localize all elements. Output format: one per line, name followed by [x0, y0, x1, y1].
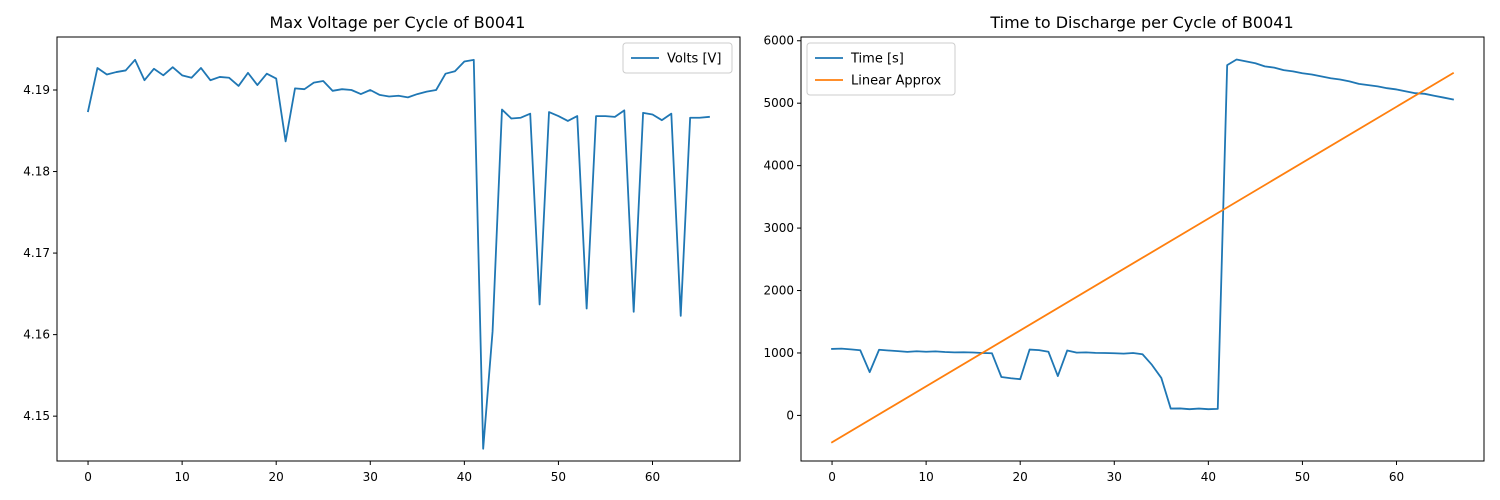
series-line-0 — [86, 58, 710, 450]
y-tick-label: 0 — [786, 408, 794, 422]
x-tick-label: 20 — [269, 470, 284, 484]
discharge-time-chart: Time to Discharge per Cycle of B0041 0 10… — [763, 13, 1485, 484]
legend-label: Linear Approx — [851, 74, 942, 89]
x-tick-label: 40 — [457, 470, 472, 484]
x-tick-label: 10 — [918, 470, 933, 484]
legend-label: Volts [V] — [667, 52, 722, 67]
x-tick-label: 60 — [1389, 470, 1404, 484]
x-tick-label: 50 — [551, 470, 566, 484]
y-tick-label: 4.15 — [23, 409, 50, 423]
axes-frame — [800, 36, 1485, 462]
y-tick-label: 1000 — [763, 346, 794, 360]
legend-label: Time [s] — [850, 52, 904, 67]
y-tick-label: 4000 — [763, 159, 794, 173]
x-tick-label: 10 — [174, 470, 189, 484]
y-tick-label: 4.19 — [23, 83, 50, 97]
x-tick-label: 40 — [1201, 470, 1216, 484]
chart-title: Max Voltage per Cycle of B0041 — [270, 13, 526, 32]
axes-frame — [56, 36, 741, 462]
legend-box — [622, 42, 733, 74]
y-tick-label: 4.16 — [23, 328, 50, 342]
y-tick-label: 2000 — [763, 284, 794, 298]
x-tick-label: 60 — [645, 470, 660, 484]
y-tick-label: 4.18 — [23, 165, 50, 179]
y-tick-label: 4.17 — [23, 246, 50, 260]
chart-title: Time to Discharge per Cycle of B0041 — [989, 13, 1293, 32]
x-tick-label: 0 — [828, 470, 836, 484]
x-tick-label: 30 — [363, 470, 378, 484]
x-tick-label: 0 — [84, 470, 92, 484]
series-line-0 — [831, 58, 1455, 411]
x-tick-label: 30 — [1107, 470, 1122, 484]
series-line-1 — [830, 71, 1455, 444]
y-tick-label: 3000 — [763, 221, 794, 235]
voltage-chart: Max Voltage per Cycle of B0041 0 10 20 30 40… — [23, 13, 741, 484]
x-tick-label: 50 — [1295, 470, 1310, 484]
legend-box — [806, 42, 956, 96]
y-tick-label: 6000 — [763, 34, 794, 48]
x-tick-label: 20 — [1013, 470, 1028, 484]
y-tick-label: 5000 — [763, 96, 794, 110]
